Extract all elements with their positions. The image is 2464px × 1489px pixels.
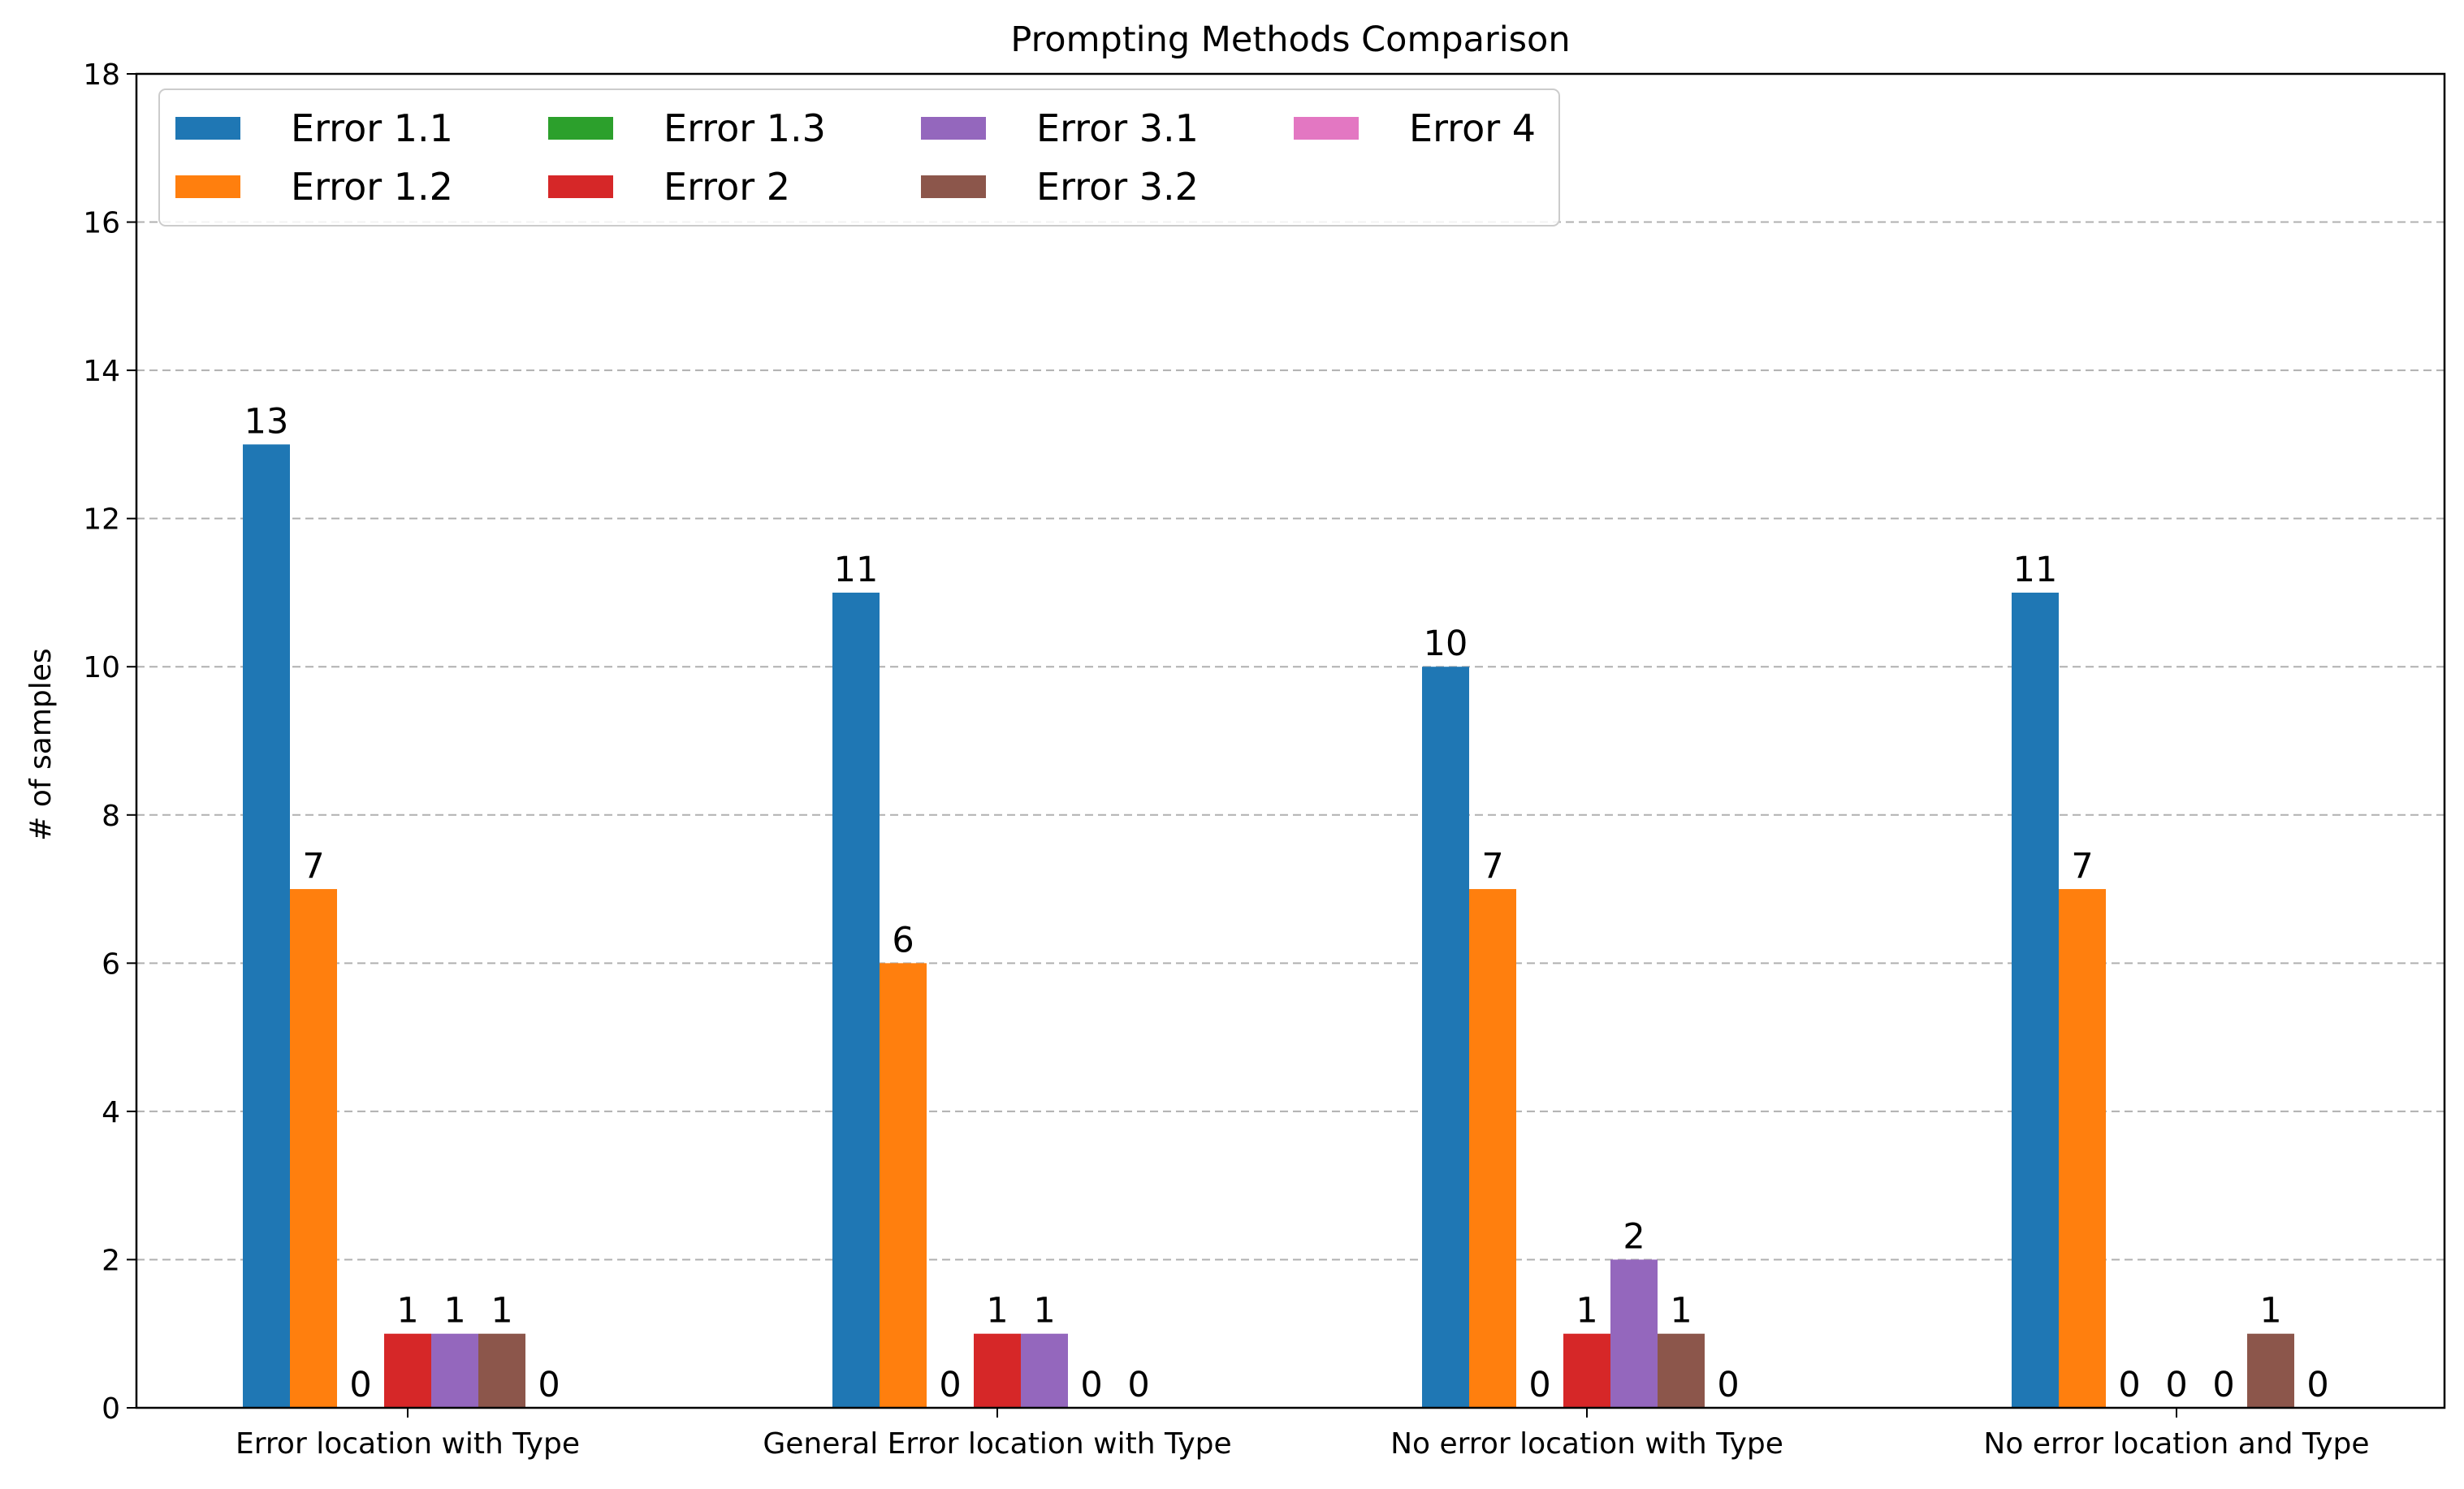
bar-value-label: 1 (2259, 1291, 2281, 1331)
bar (1658, 1333, 1705, 1408)
legend-swatch (175, 175, 240, 198)
bar-value-label: 2 (1623, 1216, 1645, 1257)
legend-swatch (921, 117, 986, 140)
x-tick-label: No error location with Type (1390, 1427, 1783, 1461)
bar-value-label: 1 (1576, 1291, 1597, 1331)
bar-value-label: 10 (1424, 624, 1468, 664)
bars (243, 444, 2294, 1408)
bar-value-label: 7 (1481, 846, 1503, 887)
bar (431, 1333, 478, 1408)
bar-value-label: 0 (1080, 1365, 1102, 1405)
legend-label: Error 1.1 (291, 106, 453, 150)
legend: Error 1.1 Error 1.2 Error 1.3 Error 2 Error … (158, 88, 1560, 227)
bar-value-label: 1 (986, 1291, 1008, 1331)
y-tick-label: 2 (102, 1244, 120, 1277)
bar-value-label: 11 (834, 550, 879, 590)
bar-value-label: 1 (443, 1291, 465, 1331)
y-tick-label: 0 (102, 1392, 120, 1426)
legend-swatch (548, 117, 613, 140)
y-tick-label: 10 (83, 651, 120, 684)
y-tick-label: 14 (83, 355, 120, 388)
bar (478, 1333, 525, 1408)
plot-frame (135, 72, 2446, 1409)
bar-value-label: 6 (892, 920, 914, 960)
y-tick-label: 18 (83, 58, 120, 92)
legend-label: Error 2 (664, 165, 790, 209)
legend-box (158, 88, 1560, 227)
bar-value-label: 0 (2306, 1365, 2328, 1405)
bar (880, 963, 927, 1408)
bar-value-label: 0 (1528, 1365, 1550, 1405)
bar (1610, 1259, 1658, 1408)
bar-value-label: 0 (1127, 1365, 1149, 1405)
bar (2247, 1333, 2294, 1408)
bar-value-label: 1 (491, 1291, 512, 1331)
bar-value-label: 7 (302, 846, 324, 887)
legend-swatch (548, 175, 613, 198)
legend-swatch (175, 117, 240, 140)
legend-label: Error 4 (1409, 106, 1536, 150)
y-tick-label: 12 (83, 503, 120, 537)
bar-value-label: 0 (2118, 1365, 2140, 1405)
bar-value-label: 1 (1033, 1291, 1055, 1331)
bar-value-label: 1 (396, 1291, 418, 1331)
bar (384, 1333, 431, 1408)
legend-swatch (921, 175, 986, 198)
x-tick-label: No error location and Type (1983, 1427, 2369, 1461)
bar (1422, 667, 1469, 1408)
bar (290, 889, 337, 1408)
legend-label: Error 1.2 (291, 165, 453, 209)
bar-value-label: 0 (1717, 1365, 1739, 1405)
y-tick-label: 6 (102, 947, 120, 981)
bar-value-label: 0 (939, 1365, 961, 1405)
bar (1563, 1333, 1610, 1408)
x-tick-label: Error location with Type (236, 1427, 580, 1461)
bar (2012, 592, 2059, 1408)
bar (1021, 1333, 1068, 1408)
bar (832, 592, 880, 1408)
y-tick-label: 4 (102, 1096, 120, 1129)
bar-value-label: 13 (244, 401, 289, 442)
bar-value-label: 0 (2165, 1365, 2187, 1405)
bar-value-label: 0 (2212, 1365, 2234, 1405)
legend-swatch (1294, 117, 1359, 140)
bar-value-label: 1 (1670, 1291, 1692, 1331)
bar-value-label: 7 (2071, 846, 2093, 887)
bar (974, 1333, 1021, 1408)
bar (2059, 889, 2106, 1408)
bar (1469, 889, 1516, 1408)
y-axis-label: # of samples (24, 648, 58, 840)
y-tick-label: 8 (102, 800, 120, 833)
bar (243, 444, 290, 1408)
x-tick-label: General Error location with Type (763, 1427, 1231, 1461)
bar-value-label: 0 (538, 1365, 560, 1405)
legend-label: Error 1.3 (664, 106, 826, 150)
legend-label: Error 3.1 (1036, 106, 1199, 150)
y-tick-label: 16 (83, 207, 120, 240)
legend-label: Error 3.2 (1036, 165, 1199, 209)
bar-value-label: 0 (349, 1365, 371, 1405)
bar-value-label: 11 (2013, 550, 2058, 590)
chart-title: Prompting Methods Comparison (1010, 19, 1570, 60)
